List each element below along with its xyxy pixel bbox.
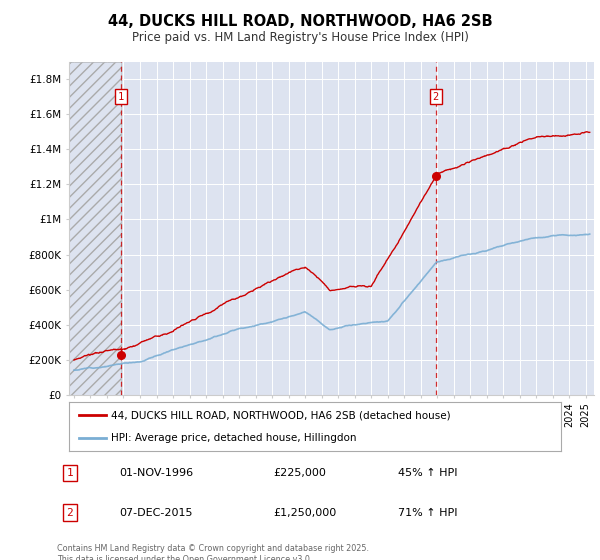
Text: 1: 1 [118, 92, 124, 102]
Text: 1: 1 [67, 468, 73, 478]
Text: HPI: Average price, detached house, Hillingdon: HPI: Average price, detached house, Hill… [111, 433, 356, 443]
Text: 71% ↑ HPI: 71% ↑ HPI [398, 508, 457, 518]
Text: 01-NOV-1996: 01-NOV-1996 [119, 468, 193, 478]
Text: 44, DUCKS HILL ROAD, NORTHWOOD, HA6 2SB: 44, DUCKS HILL ROAD, NORTHWOOD, HA6 2SB [107, 14, 493, 29]
Text: £225,000: £225,000 [274, 468, 326, 478]
Text: 2: 2 [433, 92, 439, 102]
Text: Contains HM Land Registry data © Crown copyright and database right 2025.
This d: Contains HM Land Registry data © Crown c… [57, 544, 369, 560]
Text: 2: 2 [67, 508, 73, 518]
Polygon shape [69, 62, 121, 395]
Text: £1,250,000: £1,250,000 [274, 508, 337, 518]
Text: Price paid vs. HM Land Registry's House Price Index (HPI): Price paid vs. HM Land Registry's House … [131, 31, 469, 44]
Text: 44, DUCKS HILL ROAD, NORTHWOOD, HA6 2SB (detached house): 44, DUCKS HILL ROAD, NORTHWOOD, HA6 2SB … [111, 410, 451, 421]
Text: 07-DEC-2015: 07-DEC-2015 [119, 508, 193, 518]
Text: 45% ↑ HPI: 45% ↑ HPI [398, 468, 457, 478]
